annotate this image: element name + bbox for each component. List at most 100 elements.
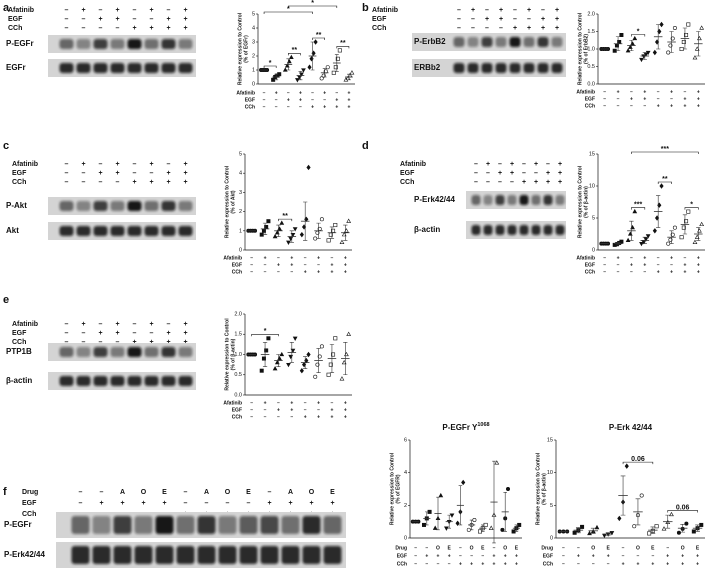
blot-band [59,63,74,73]
treatment-mark: + [471,7,475,14]
group-row-mark: + [697,269,700,275]
group-row-mark: – [425,545,428,551]
blot-band [110,376,125,386]
error-bar [635,498,641,526]
significance-bracket [263,65,277,68]
group-row-mark: + [670,269,673,275]
data-point [313,236,318,241]
treatment-name: EGF [372,16,387,23]
group-row-mark: + [330,269,333,275]
treatment-mark: + [166,179,170,186]
treatment-mark: – [65,7,69,14]
band-label: β-actin [6,376,32,385]
blot-band [161,201,176,211]
treatment-name: CCh [400,179,414,186]
y-tick-label: 5 [239,151,242,157]
significance-bracket [312,37,325,40]
blot-band [197,546,216,564]
treatment-mark: + [132,339,136,346]
group-row-mark: + [299,97,302,103]
y-axis-label: Relative expression to Control [577,12,583,85]
group-row-mark: – [459,545,462,551]
data-point [266,219,271,224]
group-row-mark: + [666,553,669,559]
data-point [666,241,671,246]
treatment-name: Afatinib [372,7,398,14]
data-point [654,524,659,529]
error-bar [329,226,335,239]
group-row-mark: – [562,561,565,567]
treatment-mark: + [115,16,119,23]
group-row-mark: + [290,262,293,268]
group-row-mark: + [697,96,700,102]
significance-label: * [287,6,290,13]
treatment-mark: + [81,161,85,168]
group-row-mark: – [617,269,620,275]
group-row-mark: – [493,545,496,551]
data-point [306,164,311,171]
blot-band [323,546,342,564]
treatment-mark: + [166,339,170,346]
y-tick-label: 1.5 [587,29,595,35]
treatment-mark: – [99,161,103,168]
treatment-mark: – [534,170,538,177]
blot-band [127,63,142,73]
blot-band [144,226,159,236]
treatment-mark: + [485,16,489,23]
data-point [672,25,677,30]
data-point [313,374,318,379]
data-point [292,227,298,232]
y-tick-label: 2 [252,53,255,59]
blot-band [110,39,125,49]
blot-band [76,347,91,357]
data-point [632,35,638,41]
plot-title-sup: 1068 [477,422,489,428]
significance-bracket [622,461,654,465]
group-row-mark: O [470,545,474,551]
treatment-name: EGF [12,330,27,337]
band-label: P-EGFr [6,39,34,48]
group-row-mark: – [657,255,660,261]
treatment-mark: – [133,170,137,177]
error-bar [615,36,621,52]
group-row-mark: – [657,96,660,102]
significance-bracket [251,334,279,337]
error-bar [696,227,701,241]
data-point [699,522,704,527]
treatment-name: EGF [12,170,27,177]
error-bar [605,532,611,536]
blot-band [110,226,125,236]
data-point [261,356,266,361]
group-row-name: EGF [543,553,553,559]
y-tick-label: 0 [239,247,242,253]
treatment-mark: – [527,16,531,23]
group-row-name: Afatinib [576,255,595,261]
treatment-mark: + [558,161,562,168]
group-row-mark: – [250,255,253,261]
data-point [288,54,294,60]
blot-band [113,516,132,534]
blot-band [76,376,91,386]
group-row-mark: + [344,269,347,275]
y-axis-label: Relative expression to Control [577,165,583,238]
data-point [602,533,607,539]
error-bar [656,24,661,50]
data-point [272,233,278,239]
blot-band [302,546,321,564]
error-bar [682,214,688,235]
data-point [692,239,698,244]
treatment-mark: + [527,7,531,14]
error-bar [262,342,268,367]
data-point [339,376,345,381]
panel-label: b [362,2,369,14]
group-row-mark: + [335,104,338,110]
group-row-mark: – [414,545,417,551]
blot-band [495,37,507,47]
error-bar [656,195,661,228]
y-tick-label: 1.0 [587,46,595,52]
group-row-mark: + [657,269,660,275]
group-row-name: Afatinib [223,255,242,261]
blot-band [59,347,74,357]
treatment-mark: – [79,500,83,507]
blot-band [59,39,74,49]
